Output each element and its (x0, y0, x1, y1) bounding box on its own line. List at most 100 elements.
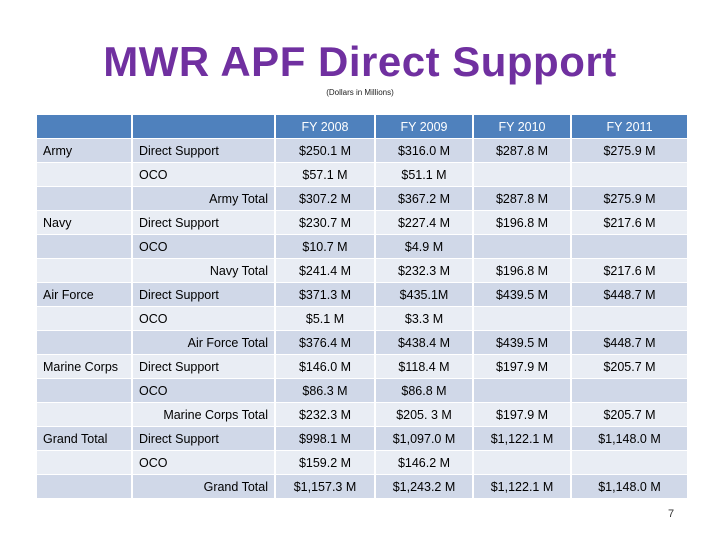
cell-group (37, 163, 131, 186)
cell-fy2010: $287.8 M (474, 187, 570, 210)
cell-fy2009: $86.8 M (376, 379, 472, 402)
cell-fy2010 (474, 379, 570, 402)
cell-fy2011 (572, 307, 687, 330)
cell-fy2010 (474, 163, 570, 186)
table-row: OCO $159.2 M $146.2 M (37, 451, 687, 474)
cell-fy2010: $287.8 M (474, 139, 570, 162)
cell-fy2009: $51.1 M (376, 163, 472, 186)
cell-fy2008: $159.2 M (276, 451, 374, 474)
cell-fy2009: $367.2 M (376, 187, 472, 210)
cell-fy2011: $448.7 M (572, 283, 687, 306)
cell-fy2009: $435.1M (376, 283, 472, 306)
cell-group: Grand Total (37, 427, 131, 450)
cell-fy2011: $448.7 M (572, 331, 687, 354)
cell-total-label: Army Total (133, 187, 274, 210)
cell-group (37, 403, 131, 426)
cell-category: Direct Support (133, 211, 274, 234)
cell-fy2008: $86.3 M (276, 379, 374, 402)
cell-fy2008: $241.4 M (276, 259, 374, 282)
cell-group (37, 259, 131, 282)
cell-category: OCO (133, 379, 274, 402)
table-row: Air Force Direct Support $371.3 M $435.1M $4… (37, 283, 687, 306)
cell-group: Navy (37, 211, 131, 234)
cell-fy2009: $438.4 M (376, 331, 472, 354)
table-row: Army Direct Support $250.1 M $316.0 M $287.8… (37, 139, 687, 162)
header-category (133, 115, 274, 138)
cell-fy2008: $57.1 M (276, 163, 374, 186)
cell-fy2010: $439.5 M (474, 331, 570, 354)
cell-fy2011: $205.7 M (572, 403, 687, 426)
cell-fy2010 (474, 235, 570, 258)
cell-fy2009: $232.3 M (376, 259, 472, 282)
cell-fy2009: $4.9 M (376, 235, 472, 258)
cell-fy2010: $1,122.1 M (474, 427, 570, 450)
table-header-row: FY 2008 FY 2009 FY 2010 FY 2011 (37, 115, 687, 138)
cell-group: Marine Corps (37, 355, 131, 378)
cell-fy2008: $230.7 M (276, 211, 374, 234)
table-row: OCO $57.1 M $51.1 M (37, 163, 687, 186)
cell-total-label: Marine Corps Total (133, 403, 274, 426)
cell-fy2011: $217.6 M (572, 211, 687, 234)
cell-fy2008: $146.0 M (276, 355, 374, 378)
cell-fy2009: $118.4 M (376, 355, 472, 378)
table-row: Navy Direct Support $230.7 M $227.4 M $196.8… (37, 211, 687, 234)
table-row: Marine Corps Direct Support $146.0 M $118.4… (37, 355, 687, 378)
cell-fy2010: $196.8 M (474, 259, 570, 282)
cell-fy2009: $316.0 M (376, 139, 472, 162)
cell-fy2008: $5.1 M (276, 307, 374, 330)
cell-fy2011 (572, 163, 687, 186)
cell-group (37, 307, 131, 330)
cell-fy2011: $275.9 M (572, 187, 687, 210)
cell-fy2011: $217.6 M (572, 259, 687, 282)
table-total-row: Army Total $307.2 M $367.2 M $287.8 M $275.9… (37, 187, 687, 210)
cell-fy2009: $1,243.2 M (376, 475, 472, 498)
cell-fy2010: $1,122.1 M (474, 475, 570, 498)
cell-category: OCO (133, 451, 274, 474)
cell-fy2010 (474, 307, 570, 330)
header-fy2008: FY 2008 (276, 115, 374, 138)
cell-fy2009: $1,097.0 M (376, 427, 472, 450)
budget-table: FY 2008 FY 2009 FY 2010 FY 2011 Army Dire… (35, 114, 689, 499)
cell-category: OCO (133, 307, 274, 330)
cell-fy2008: $232.3 M (276, 403, 374, 426)
cell-fy2009: $146.2 M (376, 451, 472, 474)
cell-fy2010: $197.9 M (474, 355, 570, 378)
cell-fy2009: $205. 3 M (376, 403, 472, 426)
cell-category: Direct Support (133, 283, 274, 306)
cell-total-label: Navy Total (133, 259, 274, 282)
table-row: OCO $10.7 M $4.9 M (37, 235, 687, 258)
cell-fy2011 (572, 235, 687, 258)
table-row: OCO $86.3 M $86.8 M (37, 379, 687, 402)
slide-subtitle: (Dollars in Millions) (326, 88, 394, 97)
cell-fy2008: $998.1 M (276, 427, 374, 450)
cell-fy2010: $197.9 M (474, 403, 570, 426)
cell-group (37, 235, 131, 258)
cell-group (37, 331, 131, 354)
cell-category: OCO (133, 235, 274, 258)
cell-fy2011 (572, 451, 687, 474)
header-fy2011: FY 2011 (572, 115, 687, 138)
cell-fy2009: $227.4 M (376, 211, 472, 234)
cell-category: Direct Support (133, 355, 274, 378)
cell-fy2008: $250.1 M (276, 139, 374, 162)
cell-category: Direct Support (133, 139, 274, 162)
cell-fy2008: $376.4 M (276, 331, 374, 354)
cell-category: Direct Support (133, 427, 274, 450)
cell-group: Army (37, 139, 131, 162)
cell-group (37, 475, 131, 498)
table-total-row: Marine Corps Total $232.3 M $205. 3 M $197.… (37, 403, 687, 426)
cell-total-label: Grand Total (133, 475, 274, 498)
cell-category: OCO (133, 163, 274, 186)
cell-fy2008: $10.7 M (276, 235, 374, 258)
table-total-row: Navy Total $241.4 M $232.3 M $196.8 M $217.6… (37, 259, 687, 282)
cell-fy2011: $1,148.0 M (572, 427, 687, 450)
cell-fy2011: $205.7 M (572, 355, 687, 378)
cell-group (37, 451, 131, 474)
cell-fy2008: $1,157.3 M (276, 475, 374, 498)
table-row: Grand Total Direct Support $998.1 M $1,097.… (37, 427, 687, 450)
cell-total-label: Air Force Total (133, 331, 274, 354)
header-fy2009: FY 2009 (376, 115, 472, 138)
cell-fy2010 (474, 451, 570, 474)
cell-fy2008: $371.3 M (276, 283, 374, 306)
cell-fy2011: $275.9 M (572, 139, 687, 162)
